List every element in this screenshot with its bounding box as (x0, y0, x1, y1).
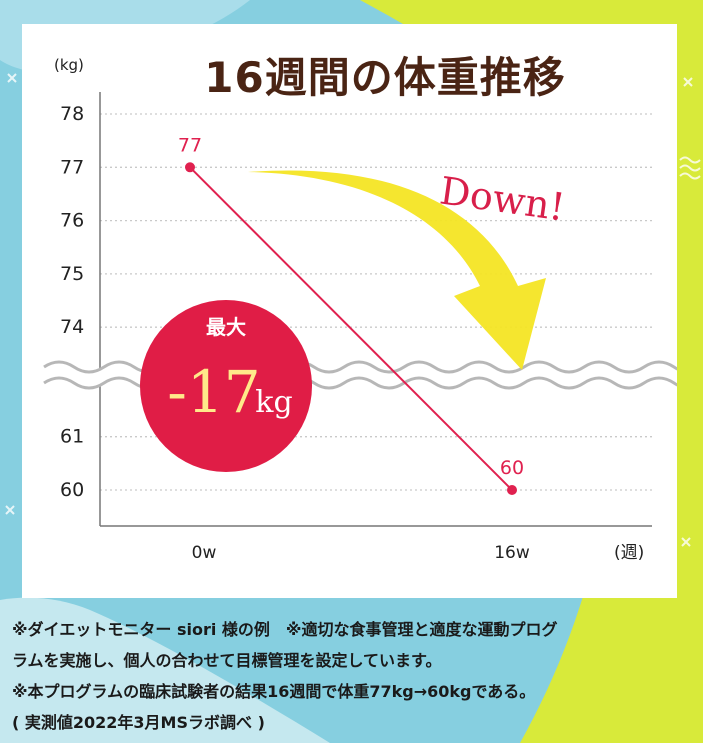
x-tick-label: 0w (192, 543, 217, 563)
data-label: 60 (500, 457, 524, 479)
badge-value: -17 (167, 358, 260, 426)
chart-title: 16週間の体重推移 (204, 53, 566, 102)
footnote-line-4: ( 実測値2022年3月MSラボ調べ ) (12, 713, 265, 732)
badge-circle (140, 300, 312, 472)
footnote-line-1: ※ダイエットモニター siori 様の例 ※適切な食事管理と適度な運動プログ (12, 620, 558, 639)
y-tick-label: 78 (60, 103, 84, 125)
y-tick-label: 74 (60, 316, 84, 338)
y-axis-unit: (kg) (54, 56, 84, 74)
data-label: 77 (178, 134, 202, 156)
data-point (185, 162, 195, 173)
badge-unit: kg (255, 385, 292, 420)
series-line (189, 166, 513, 491)
x-axis-unit: (週) (614, 543, 644, 563)
x-tick-label: 16w (494, 543, 530, 563)
y-tick-label: 60 (60, 479, 84, 501)
chart-card: 78 77 76 75 74 61 60 (kg) 0w 16w (週) 77 60 Down! 最大 -17… (22, 24, 677, 598)
y-tick-label: 61 (60, 426, 84, 448)
footnotes: ※ダイエットモニター siori 様の例 ※適切な食事管理と適度な運動プログ ラ… (12, 614, 696, 738)
y-tick-label: 76 (60, 210, 84, 232)
footnote-line-3: ※本プログラムの臨床試験者の結果16週間で体重77kg→60kgである。 (12, 682, 536, 701)
footnote-line-2: ラムを実施し、個人の合わせて目標管理を設定しています。 (12, 651, 442, 670)
badge-top-label: 最大 (206, 315, 246, 339)
y-tick-label: 75 (60, 263, 84, 285)
down-arrow (248, 170, 546, 370)
down-arrow-shape (248, 170, 546, 370)
data-point (507, 485, 517, 495)
y-tick-label: 77 (60, 156, 84, 178)
